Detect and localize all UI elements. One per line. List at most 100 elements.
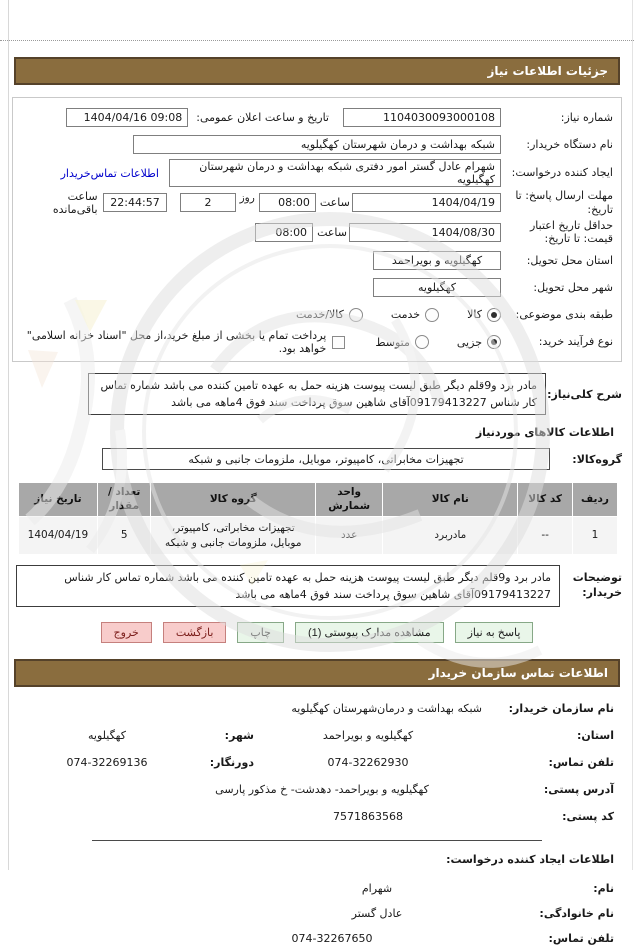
page-right-border (632, 0, 633, 870)
cell-count-unit: عدد (315, 516, 384, 555)
respond-to-need-button[interactable]: پاسخ به نیاز (454, 621, 534, 643)
need-details-panel: شماره نیاز: 1104030093000108 تاریخ و ساع… (12, 97, 622, 362)
print-button[interactable]: چاپ (237, 621, 284, 643)
announce-datetime-label: تاریخ و ساعت اعلان عمومی: (196, 111, 329, 124)
contact-fax-label: دورنگار: (209, 755, 254, 769)
col-count-unit: واحد شمارش (315, 482, 384, 518)
contact-province-label: استان: (577, 728, 614, 742)
row-delivery-province: استان محل تحویل: کهگیلویه و بویراحمد (21, 248, 613, 273)
delivery-province-field[interactable]: کهگیلویه و بویراحمد (373, 251, 501, 270)
radio-partial-label: جزیی (456, 335, 482, 349)
need-number-label: شماره نیاز: (560, 110, 613, 124)
contact-city-label: شهر: (224, 728, 254, 742)
buyer-notes-box[interactable]: مادر برد و9قلم دیگر طبق لیست پیوست هزینه… (16, 564, 560, 607)
col-row-number: ردیف (571, 482, 619, 518)
days-value: 2 (204, 196, 212, 210)
radio-medium-label: متوسط (375, 335, 410, 349)
buyer-device-field[interactable]: شبکه بهداشت و درمان شهرستان کهگیلویه (133, 135, 501, 154)
price-validity-date-field[interactable]: 1404/08/30 (349, 222, 501, 242)
section-divider (92, 839, 542, 841)
buyer-device-label: نام دستگاه خریدار: (526, 137, 613, 151)
goods-table-header-row: ردیف کد کالا نام کالا واحد شمارش گروه کا… (18, 482, 619, 518)
delivery-city-field[interactable]: کهگیلویه (373, 278, 501, 297)
deadline-hour-label: ساعت (319, 196, 350, 210)
row-postal-address: آدرس پستی: کهگیلویه و بویراحمد- دهدشت- خ… (20, 776, 614, 803)
radio-partial-selected[interactable] (487, 335, 501, 349)
col-goods-code: کد کالا (517, 482, 573, 518)
radio-service[interactable] (425, 307, 440, 322)
col-need-date: تاریخ نیاز (18, 482, 98, 518)
postal-code-label: کد پستی: (562, 809, 614, 823)
treasury-note-label: پرداخت تمام یا بخشی از مبلغ خرید،از محل … (26, 329, 327, 355)
purchase-process-label: نوع فرآیند خرید: (538, 335, 613, 349)
row-phone-fax: تلفن تماس: 074-32262930 دورنگار: 074-322… (20, 749, 614, 776)
view-attached-docs-button[interactable]: مشاهده مدارک پیوستی (1) (294, 621, 444, 643)
goods-table: ردیف کد کالا نام کالا واحد شمارش گروه کا… (18, 482, 619, 555)
table-row[interactable]: 1 -- مادربرد عدد تجهیزات مخابراتی، کامپی… (18, 516, 619, 555)
creator-phone-value: 074-32267650 (291, 931, 373, 945)
request-creator-field[interactable]: شهرام عادل گستر امور دفتری شبکه بهداشت و… (169, 159, 501, 187)
col-quantity: تعداد / مقدار (96, 482, 152, 518)
goods-info-title: اطلاعات کالاهای موردنیاز (475, 426, 614, 440)
cell-goods-name: مادربرد (382, 516, 519, 555)
goods-group-row: گروه‌کالا: تجهیزات مخابراتی، کامپیوتر، م… (16, 448, 622, 471)
row-delivery-city: شهر محل تحویل: کهگیلویه (21, 275, 613, 300)
postal-address-label: آدرس پستی: (543, 782, 614, 796)
exit-button[interactable]: خروج (100, 621, 152, 643)
contact-fax-value: 074-32269136 (66, 755, 148, 769)
goods-group-field[interactable]: تجهیزات مخابراتی، کامپیوتر، موبایل، ملزو… (102, 448, 550, 471)
remaining-time-field[interactable]: 22:44:57 (102, 193, 168, 213)
buyer-contact-link[interactable]: اطلاعات تماس‌خریدار (60, 166, 159, 180)
row-purchase-process: نوع فرآیند خرید: جزیی متوسط پرداخت تمام … (21, 329, 613, 355)
deadline-date-field[interactable]: 1404/04/19 (351, 193, 501, 213)
first-name-value: شهرام (361, 881, 393, 895)
radio-goods-selected[interactable] (487, 307, 501, 322)
last-name-label: نام خانوادگی: (539, 906, 614, 920)
treasury-checkbox[interactable] (332, 335, 346, 349)
need-number-field[interactable]: 1104030093000108 (343, 108, 501, 127)
row-postal-code: کد پستی: 7571863568 (20, 803, 614, 830)
row-first-name: نام: شهرام (20, 876, 614, 901)
days-label: روز (239, 191, 255, 204)
contact-phone-value: 074-32262930 (327, 755, 409, 769)
row-price-validity: حداقل تاریخ اعتبار قیمت: تا تاریخ: 1404/… (21, 219, 613, 247)
first-name-label: نام: (593, 881, 614, 895)
radio-goods-service-label: کالا/خدمت (296, 308, 344, 321)
goods-group-value: تجهیزات مخابراتی، کامپیوتر، موبایل، ملزو… (188, 452, 464, 466)
delivery-city-label: شهر محل تحویل: (533, 280, 613, 294)
announce-datetime-field[interactable]: 1404/04/16 09:08 (66, 108, 189, 127)
radio-medium[interactable] (414, 335, 429, 349)
last-name-value: عادل گستر (351, 906, 403, 920)
price-validity-hour-field[interactable]: 08:00 (255, 222, 314, 242)
cell-row-number: 1 (571, 516, 619, 555)
deadline-hour-field[interactable]: 08:00 (258, 193, 316, 213)
creator-phone-label: تلفن تماس: (548, 931, 614, 945)
cell-quantity: 5 (96, 516, 152, 555)
buyer-notes-label: توضیحات خریدار: (572, 571, 622, 599)
col-goods-group: گروه کالا (150, 482, 317, 518)
days-field[interactable]: 2 (180, 193, 236, 213)
action-buttons: پاسخ به نیاز مشاهده مدارک پیوستی (1) چاپ… (0, 621, 634, 643)
request-creator-panel: اطلاعات ایجاد کننده درخواست: نام: شهرام … (20, 853, 614, 951)
row-request-creator: ایجاد کننده درخواست: شهرام عادل گستر امو… (21, 159, 613, 187)
buyer-contact-panel: نام سازمان خریدار: شبکه بهداشت و درمان‌ش… (20, 695, 614, 830)
cell-need-date: 1404/04/19 (18, 516, 98, 555)
org-name-label: نام سازمان خریدار: (508, 701, 614, 715)
row-creator-phone: تلفن تماس: 074-32267650 (20, 926, 614, 951)
radio-goods-service[interactable] (348, 307, 363, 322)
need-description-label: شرح کلی‌نیاز: (547, 387, 622, 401)
back-button[interactable]: بازگشت (162, 621, 227, 643)
need-description-box[interactable]: مادر برد و9قلم دیگر طبق لیست پیوست هزینه… (88, 373, 546, 416)
radio-service-label: خدمت (390, 308, 421, 321)
row-org-name: نام سازمان خریدار: شبکه بهداشت و درمان‌ش… (20, 695, 614, 722)
row-response-deadline: مهلت ارسال پاسخ: تا تاریخ: 1404/04/19 سا… (21, 189, 613, 217)
contact-province-value: کهگیلویه و بویراحمد (322, 728, 414, 742)
section-header-need-details: جزئیات اطلاعات نیاز (14, 57, 620, 85)
creator-info-title: اطلاعات ایجاد کننده درخواست: (446, 852, 614, 866)
request-creator-value: شهرام عادل گستر امور دفتری شبکه بهداشت و… (199, 160, 495, 186)
page-left-border (8, 0, 9, 870)
delivery-province-label: استان محل تحویل: (526, 253, 613, 267)
row-province-city: استان: کهگیلویه و بویراحمد شهر: کهگیلویه (20, 722, 614, 749)
price-validity-hour-label: ساعت (317, 225, 347, 239)
delivery-city-value: کهگیلویه (418, 281, 456, 294)
